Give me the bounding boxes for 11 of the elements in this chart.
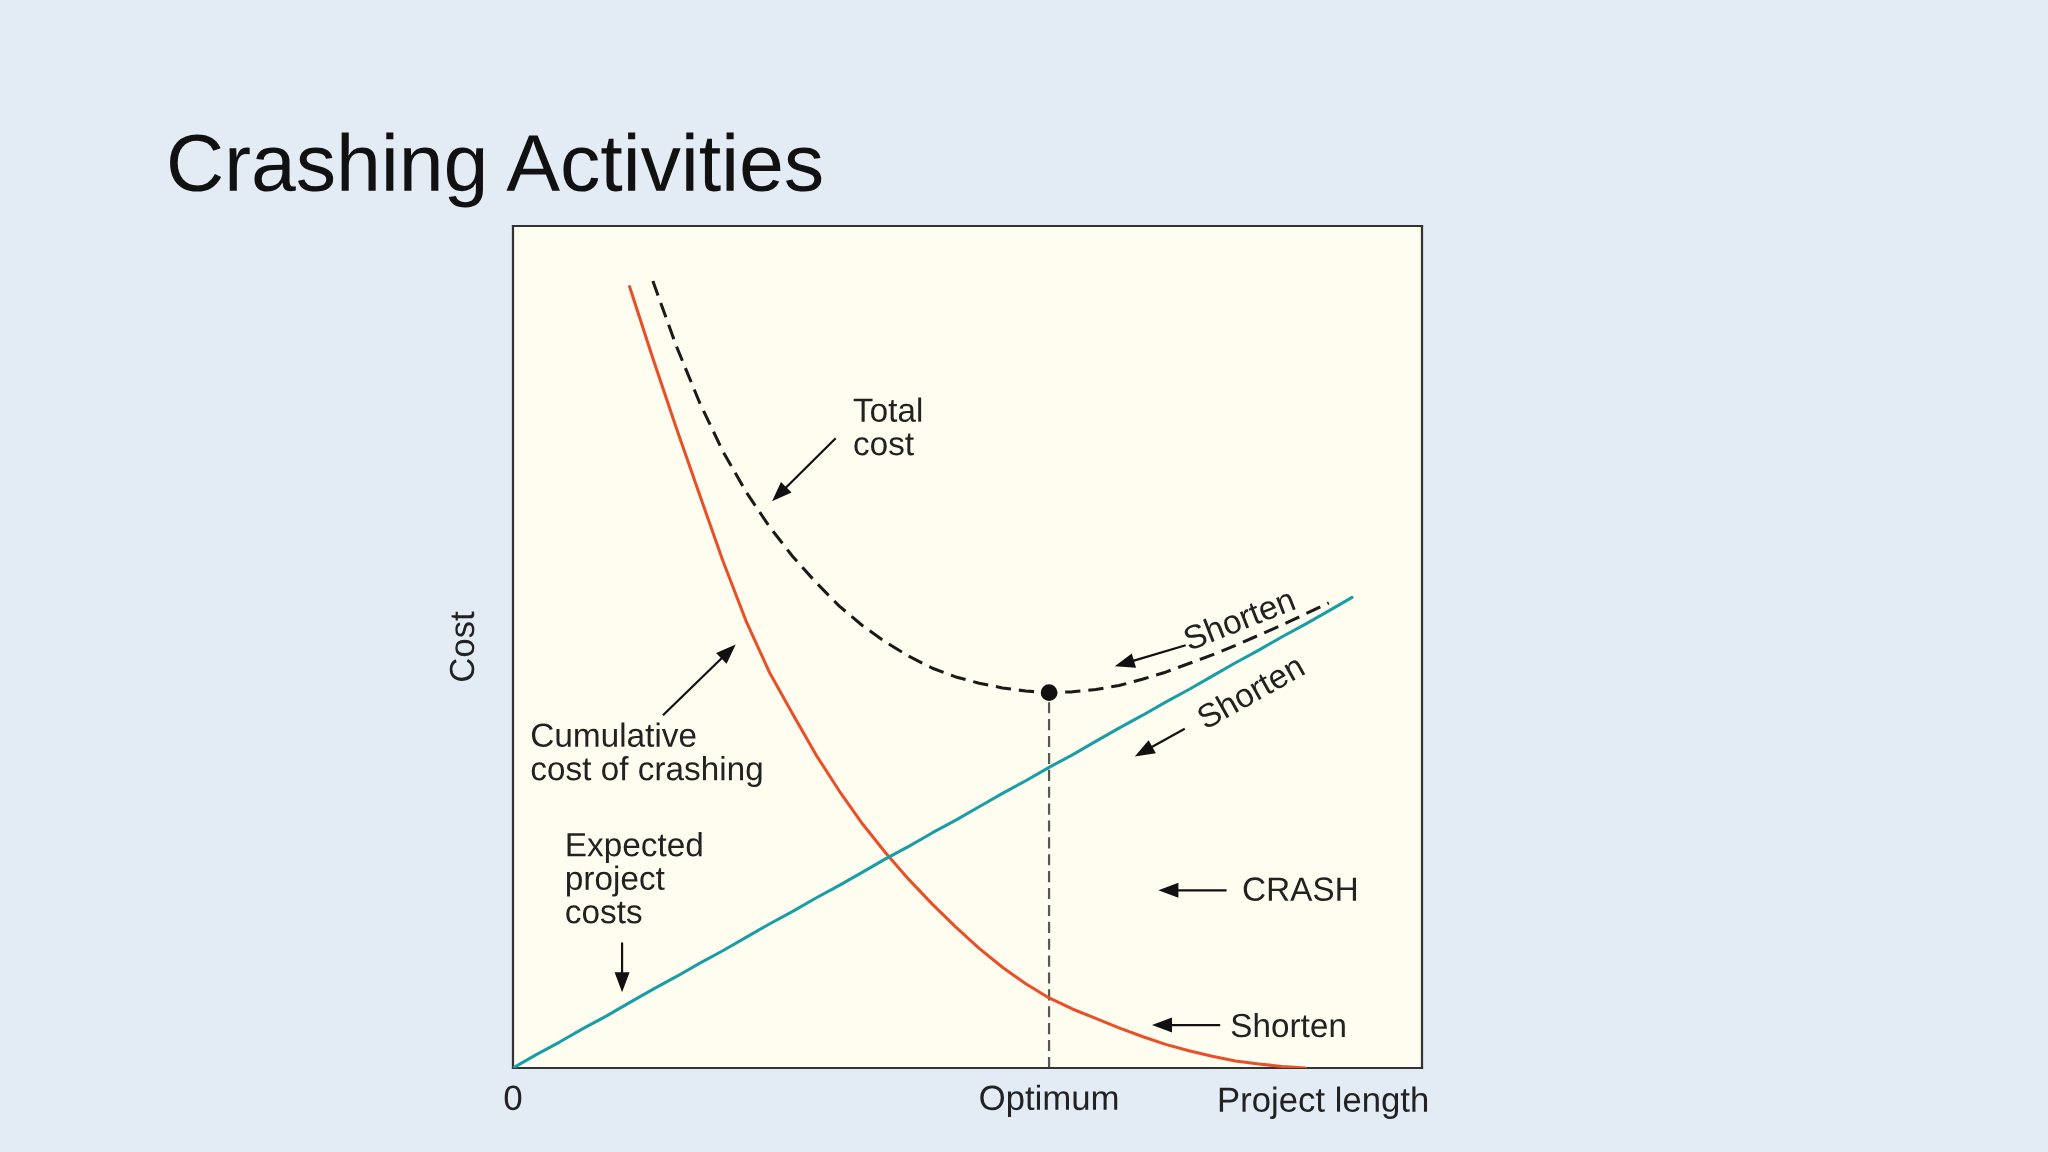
annotation: Cumulative cost of crashing <box>531 722 762 788</box>
annotation: Expected project costs <box>566 832 702 924</box>
annotation: Shorten <box>1231 1012 1345 1038</box>
annotation: Total cost <box>853 397 922 456</box>
annotation: CRASH <box>1243 877 1356 901</box>
chart-title: Crashing Activities <box>170 132 822 208</box>
x-axis-title: Project length <box>1219 1086 1428 1119</box>
y-axis-title: Cost <box>449 611 475 681</box>
x-tick-label: Optimum <box>980 1084 1118 1118</box>
annotation: Shorten <box>1181 586 1296 651</box>
x-tick-label: 0 <box>504 1085 522 1111</box>
